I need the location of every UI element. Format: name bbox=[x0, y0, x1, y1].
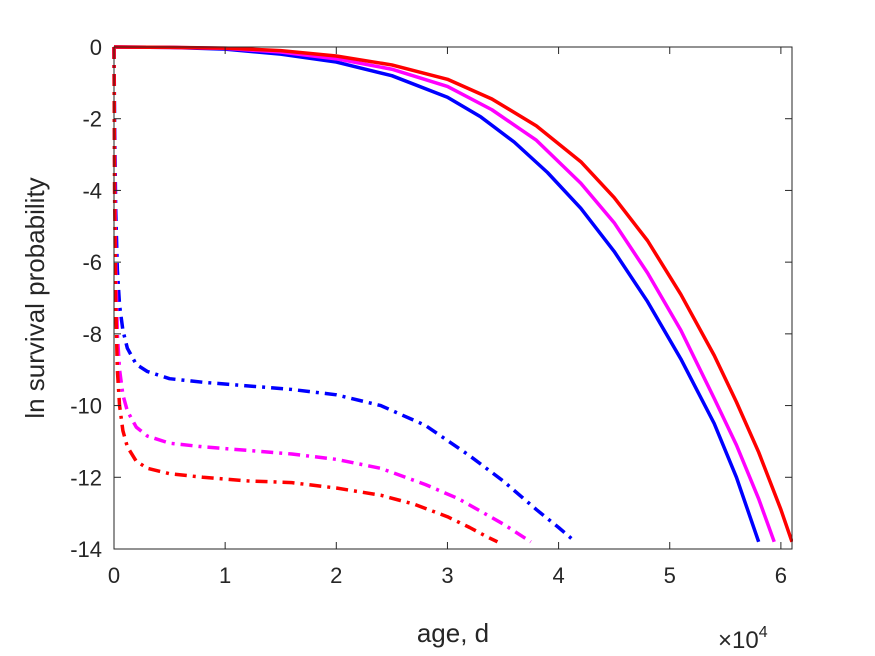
y-tick-label: -4 bbox=[82, 178, 102, 203]
y-tick-label: -12 bbox=[70, 465, 102, 490]
series-line-4 bbox=[112, 46, 577, 544]
y-tick-label: -2 bbox=[82, 107, 102, 132]
x-tick-label: 1 bbox=[219, 563, 231, 588]
series-group bbox=[112, 45, 793, 544]
ticks-group bbox=[113, 46, 792, 550]
x-tick-label: 5 bbox=[664, 563, 676, 588]
x-tick-label: 6 bbox=[775, 563, 787, 588]
y-tick-label: 0 bbox=[90, 35, 102, 60]
x-tick-label: 3 bbox=[441, 563, 453, 588]
x-axis-exponent: ×104 bbox=[718, 624, 768, 654]
x-axis-exponent-base: ×10 bbox=[718, 627, 759, 654]
x-tick-label: 0 bbox=[108, 563, 120, 588]
y-axis-label: ln survival probability bbox=[20, 177, 50, 418]
x-tick-label: 4 bbox=[552, 563, 564, 588]
x-tick-label: 2 bbox=[330, 563, 342, 588]
series-line-3 bbox=[113, 45, 793, 543]
y-tick-label: -10 bbox=[70, 394, 102, 419]
y-tick-label: -8 bbox=[82, 322, 102, 347]
plot-area-frame bbox=[113, 46, 793, 550]
series-line-6 bbox=[112, 46, 499, 544]
tick-labels-group: 0 1 2 3 4 5 6 0 -2 -4 -6 -8 -10 -12 -14 bbox=[70, 35, 787, 588]
y-tick-label: -6 bbox=[82, 250, 102, 275]
x-axis-label: age, d bbox=[417, 618, 489, 648]
x-axis-exponent-power: 4 bbox=[759, 624, 768, 641]
y-tick-label: -14 bbox=[70, 537, 102, 562]
